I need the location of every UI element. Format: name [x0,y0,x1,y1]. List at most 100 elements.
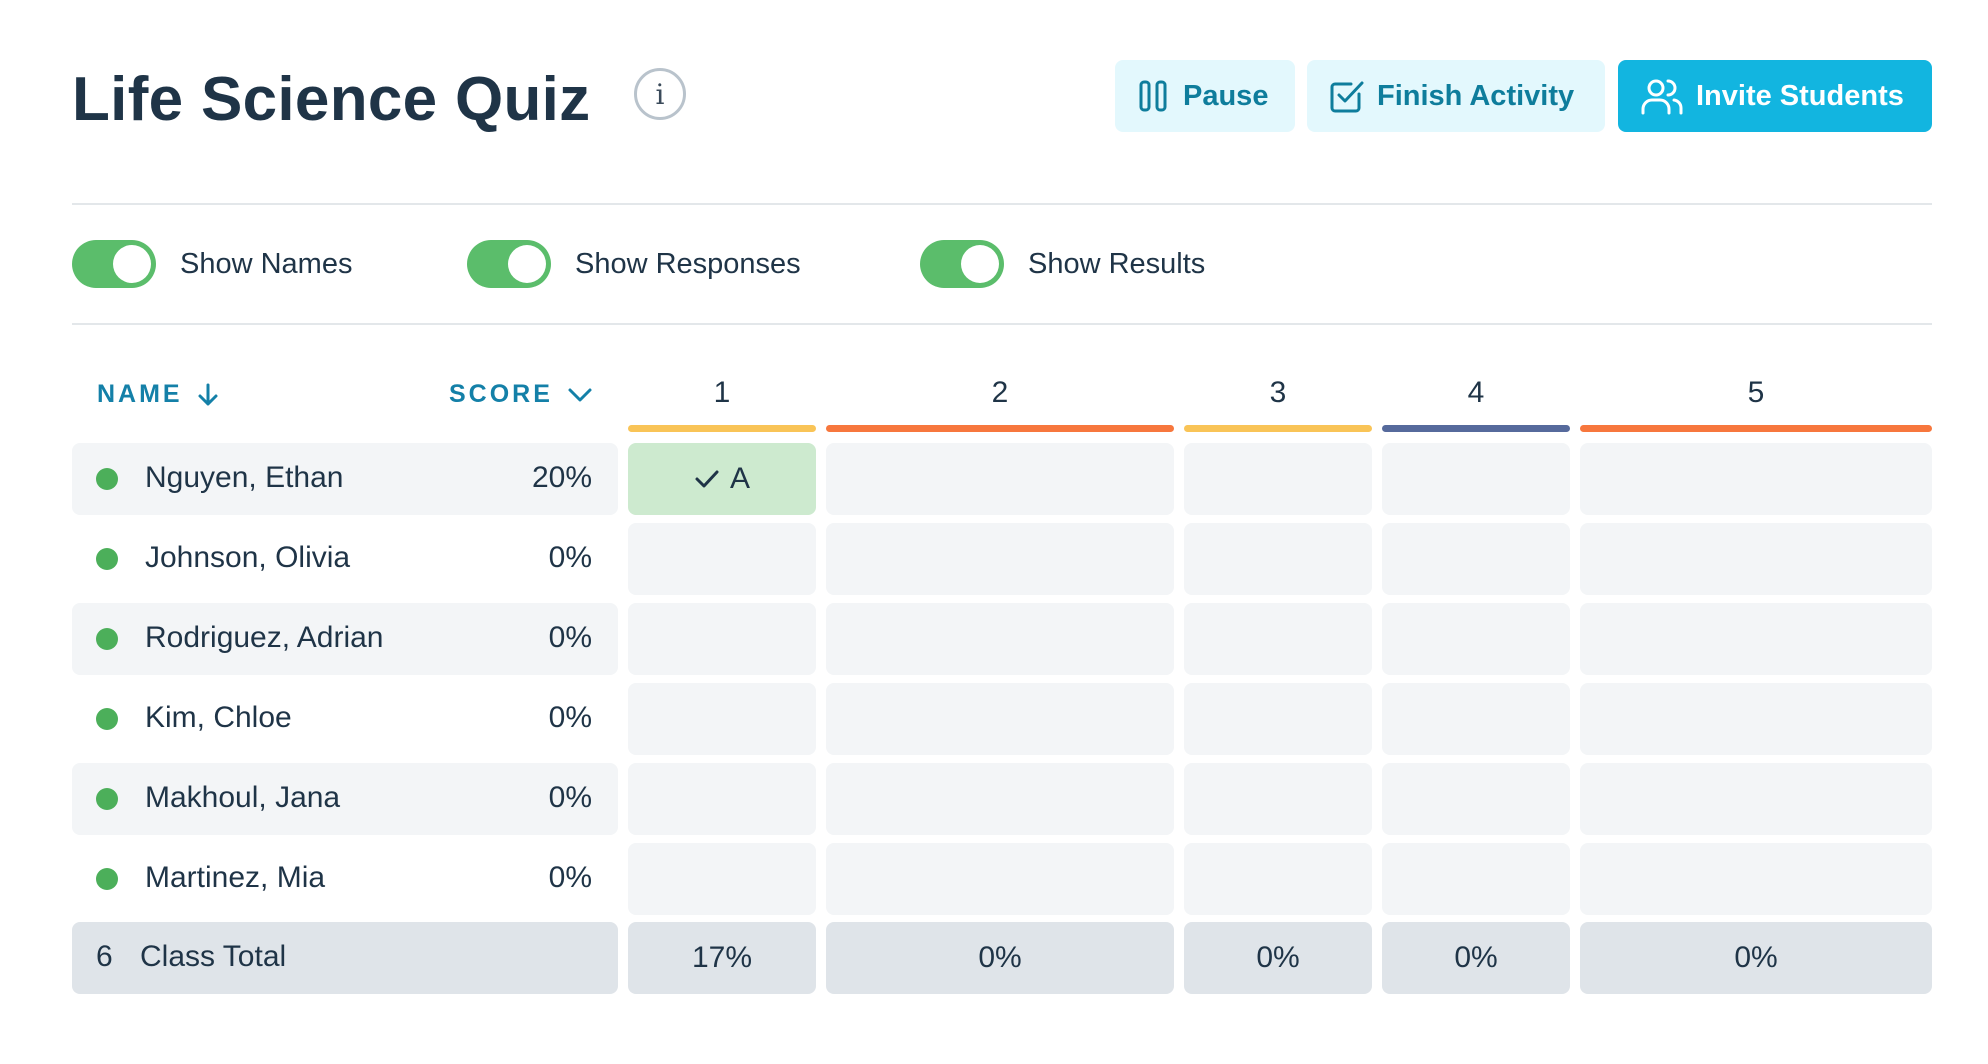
student-row[interactable]: Martinez, Mia 0% [72,843,618,915]
student-name: Makhoul, Jana [145,781,341,814]
online-status-dot [96,868,118,890]
toggle-show-responses[interactable]: Show Responses [467,240,801,288]
student-name: Rodriguez, Adrian [145,621,384,654]
show-results-label: Show Results [1028,247,1206,280]
show-names-label: Show Names [180,247,353,280]
response-cell[interactable] [1184,443,1372,515]
finish-activity-label: Finish Activity [1377,79,1575,112]
student-row[interactable]: Makhoul, Jana 0% [72,763,618,835]
student-row[interactable]: Johnson, Olivia 0% [72,523,618,595]
question-header-2[interactable]: 2 [991,376,1009,409]
class-total-row: 6 Class Total [72,922,618,994]
student-row[interactable]: Kim, Chloe 0% [72,683,618,755]
response-cell[interactable] [1580,443,1932,515]
question-1-color-bar [628,425,816,432]
question-4-color-bar [1382,425,1570,432]
response-cell[interactable]: A [628,443,816,515]
student-row[interactable]: Nguyen, Ethan 20% [72,443,618,515]
online-status-dot [96,788,118,810]
response-cell[interactable] [1184,843,1372,915]
response-cell[interactable] [1580,763,1932,835]
response-cell[interactable] [628,523,816,595]
question-header-5[interactable]: 5 [1747,376,1765,409]
response-cell[interactable] [826,603,1174,675]
response-cell[interactable] [1382,763,1570,835]
student-score: 20% [531,461,592,494]
score-column-header[interactable]: SCORE [449,380,593,409]
page-header: Life Science Quiz i Pause Finish Activit… [72,56,1932,136]
response-cell[interactable] [826,443,1174,515]
arrow-down-icon [198,383,218,405]
class-total-q3: 0% [1184,922,1372,994]
invite-students-label: Invite Students [1696,79,1904,112]
pause-icon [1139,80,1167,112]
score-header-label: SCORE [449,380,553,408]
online-status-dot [96,468,118,490]
question-header-1[interactable]: 1 [713,376,731,409]
response-cell[interactable] [628,763,816,835]
question-header-3[interactable]: 3 [1269,376,1287,409]
class-total-q4: 0% [1382,922,1570,994]
response-cell[interactable] [1580,523,1932,595]
info-icon[interactable]: i [634,68,686,120]
toggle-show-results[interactable]: Show Results [920,240,1205,288]
response-cell[interactable] [628,843,816,915]
response-cell[interactable] [1580,603,1932,675]
response-cell[interactable] [628,603,816,675]
response-cell[interactable] [1184,763,1372,835]
student-name: Johnson, Olivia [145,541,351,574]
response-cell[interactable] [826,523,1174,595]
show-responses-switch[interactable] [467,240,551,288]
response-cell[interactable] [1382,683,1570,755]
question-3-color-bar [1184,425,1372,432]
response-cell[interactable] [1184,523,1372,595]
student-row[interactable]: Rodriguez, Adrian 0% [72,603,618,675]
response-cell[interactable] [628,683,816,755]
show-responses-label: Show Responses [575,247,801,280]
class-total-q5: 0% [1580,922,1932,994]
question-5-color-bar [1580,425,1932,432]
online-status-dot [96,628,118,650]
invite-students-button[interactable]: Invite Students [1618,60,1932,132]
toggle-show-names[interactable]: Show Names [72,240,352,288]
online-status-dot [96,708,118,730]
show-names-switch[interactable] [72,240,156,288]
class-total-label: Class Total [140,940,287,973]
response-cell[interactable] [1580,683,1932,755]
checkbox-icon [1330,81,1364,113]
response-answer: A [729,462,750,495]
response-cell[interactable] [1580,843,1932,915]
question-header-4[interactable]: 4 [1467,376,1485,409]
response-cell[interactable] [826,683,1174,755]
student-name: Kim, Chloe [145,701,292,734]
response-cell[interactable] [1184,603,1372,675]
users-icon [1641,79,1683,115]
student-name: Nguyen, Ethan [145,461,344,494]
student-score: 0% [548,621,592,654]
student-score: 0% [548,861,592,894]
show-results-switch[interactable] [920,240,1004,288]
header-divider [72,203,1932,205]
check-icon [695,470,719,488]
finish-activity-button[interactable]: Finish Activity [1307,60,1605,132]
class-total-q2: 0% [826,922,1174,994]
name-header-label: NAME [97,380,183,408]
student-name: Martinez, Mia [145,861,326,894]
response-cell[interactable] [1382,843,1570,915]
question-2-color-bar [826,425,1174,432]
student-score: 0% [548,541,592,574]
response-cell[interactable] [1184,683,1372,755]
page-title: Life Science Quiz [72,65,591,134]
response-cell[interactable] [826,763,1174,835]
response-cell[interactable] [826,843,1174,915]
class-total-q1: 17% [628,922,816,994]
student-count: 6 [96,940,113,973]
response-cell[interactable] [1382,603,1570,675]
response-cell[interactable] [1382,523,1570,595]
name-column-header[interactable]: NAME [97,380,219,409]
student-score: 0% [548,701,592,734]
pause-button[interactable]: Pause [1115,60,1295,132]
response-cell[interactable] [1382,443,1570,515]
display-toggles: Show Names Show Responses Show Results [72,240,1932,290]
chevron-down-icon [568,388,592,401]
